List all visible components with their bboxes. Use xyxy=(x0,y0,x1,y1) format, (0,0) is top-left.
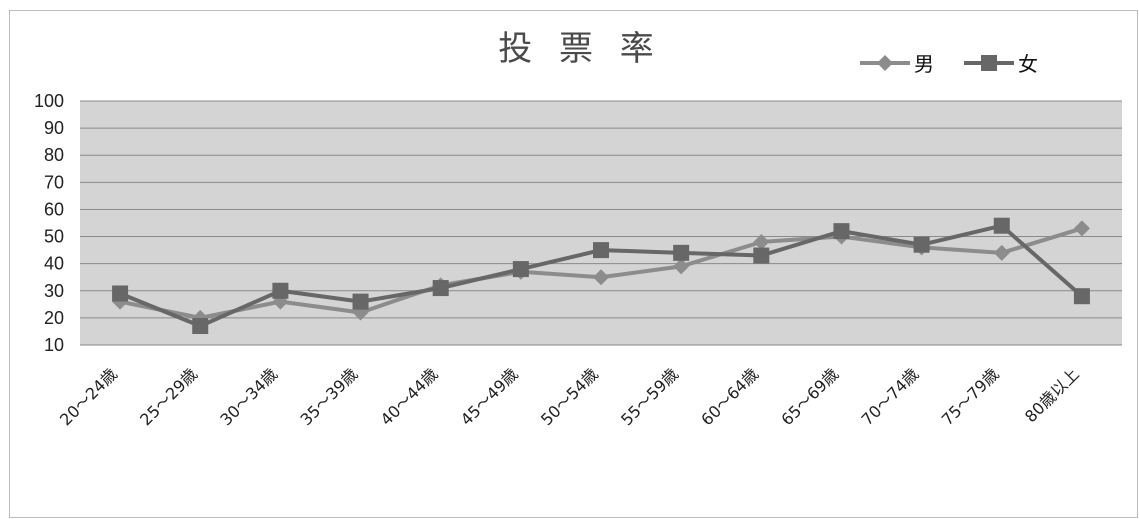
data-point xyxy=(1073,288,1090,305)
legend-marker xyxy=(877,55,893,71)
x-tick-label: 75～79歳 xyxy=(938,364,1003,429)
data-point xyxy=(673,244,690,261)
chart-title: 投 票 率 xyxy=(498,29,662,69)
series-group xyxy=(112,217,1090,335)
gridlines xyxy=(80,100,1122,346)
data-point xyxy=(913,236,930,253)
x-tick-label: 30～34歳 xyxy=(216,364,281,429)
x-tick-label: 80歳以上 xyxy=(1021,364,1083,426)
data-point xyxy=(432,280,449,297)
x-tick-label: 60～64歳 xyxy=(697,364,762,429)
data-point xyxy=(993,244,1010,261)
x-tick-label: 50～54歳 xyxy=(537,364,602,429)
data-point xyxy=(993,217,1010,234)
y-tick-label: 80 xyxy=(44,145,64,165)
data-point xyxy=(833,223,850,240)
x-tick-label: 65～69歳 xyxy=(777,364,842,429)
legend: 男女 xyxy=(860,52,1038,76)
y-tick-label: 70 xyxy=(44,172,64,192)
legend-item: 男 xyxy=(860,52,934,76)
y-tick-label: 60 xyxy=(44,199,64,219)
data-point xyxy=(112,285,129,302)
x-tick-label: 45～49歳 xyxy=(457,364,522,429)
legend-item: 女 xyxy=(964,52,1038,76)
legend-marker xyxy=(981,55,997,71)
legend-label: 女 xyxy=(1018,52,1038,76)
legend-label: 男 xyxy=(914,52,934,76)
y-tick-label: 50 xyxy=(44,227,64,247)
x-tick-label: 25～29歳 xyxy=(136,364,201,429)
data-point xyxy=(593,269,609,286)
x-tick-label: 55～59歳 xyxy=(617,364,682,429)
data-point xyxy=(352,293,369,310)
y-tick-label: 30 xyxy=(44,281,64,301)
x-tick-label: 20～24歳 xyxy=(56,364,121,429)
y-tick-label: 20 xyxy=(44,308,64,328)
data-point xyxy=(512,261,529,278)
x-axis: 20～24歳 25～29歳 30～34歳 35～39歳 40～44歳 45～49歳 50～5… xyxy=(56,364,1083,429)
data-point xyxy=(272,282,289,299)
y-tick-label: 40 xyxy=(44,254,64,274)
data-point xyxy=(753,233,770,250)
data-point xyxy=(1073,220,1090,237)
y-tick-label: 100 xyxy=(34,91,64,111)
x-tick-label: 35～39歳 xyxy=(297,364,362,429)
x-tick-label: 70～74歳 xyxy=(858,364,923,429)
y-tick-label: 10 xyxy=(44,335,64,355)
data-point xyxy=(593,242,609,259)
y-tick-label: 90 xyxy=(44,118,64,138)
data-point xyxy=(192,318,209,335)
data-point xyxy=(753,247,770,264)
series-lines xyxy=(112,217,1090,335)
x-tick-label: 40～44歳 xyxy=(377,364,442,429)
y-axis: 10 20 30 40 50 60 70 80 90 100 xyxy=(34,91,64,355)
data-point xyxy=(673,258,690,275)
